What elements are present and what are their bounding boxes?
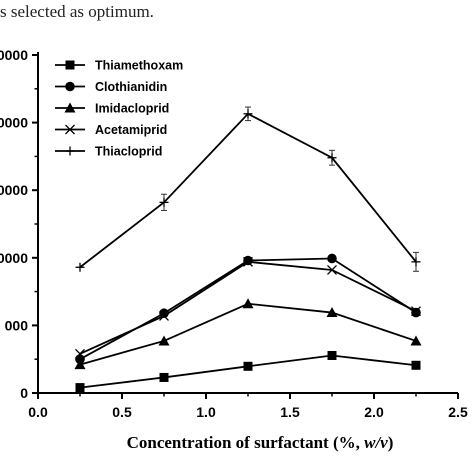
x-axis-title-part: w/v bbox=[364, 433, 388, 452]
data-point-triangle bbox=[74, 359, 86, 370]
data-point-plus bbox=[75, 262, 85, 272]
series-acetamiprid bbox=[75, 256, 421, 359]
legend-label: Clothianidin bbox=[95, 80, 167, 94]
legend-item: Acetamiprid bbox=[55, 123, 167, 137]
data-point-x bbox=[159, 310, 169, 321]
y-tick-label: 0 bbox=[20, 385, 28, 401]
data-point-x-stroke bbox=[65, 124, 75, 135]
data-point-x-stroke bbox=[75, 348, 85, 359]
y-tick-label: 0000 bbox=[0, 115, 28, 131]
legend-label: Thiacloprid bbox=[95, 145, 162, 159]
data-point-x-stroke bbox=[411, 306, 421, 317]
data-point-triangle bbox=[242, 298, 254, 309]
x-axis-title-part: ) bbox=[388, 433, 394, 452]
legend-label: Acetamiprid bbox=[95, 123, 167, 137]
legend-item: Thiamethoxam bbox=[55, 59, 183, 73]
x-axis-title-part: Concentration of surfactant (%, bbox=[127, 433, 365, 452]
data-point-x bbox=[327, 265, 337, 275]
legend-label: Thiamethoxam bbox=[95, 59, 183, 73]
series-line bbox=[79, 257, 417, 360]
x-tick-label: 1.0 bbox=[196, 404, 216, 420]
x-tick-label: 0.0 bbox=[28, 404, 48, 420]
y-tick-label: 0000 bbox=[0, 182, 28, 198]
x-tick-label: 2.5 bbox=[448, 404, 468, 420]
chart-series bbox=[74, 106, 422, 393]
x-tick-label: 0.5 bbox=[112, 404, 132, 420]
data-point-x-stroke bbox=[159, 310, 169, 321]
data-point-circle bbox=[327, 253, 337, 264]
data-point-triangle bbox=[64, 102, 76, 113]
chart-legend: Thiamethoxam Clothianidin Imidacloprid Acet… bbox=[55, 59, 183, 159]
data-point-square bbox=[327, 350, 337, 360]
y-tick-label: 000 bbox=[5, 317, 29, 333]
data-point-x bbox=[411, 306, 421, 317]
data-point-plus bbox=[327, 153, 337, 163]
data-point-x bbox=[75, 348, 85, 359]
x-tick-label: 1.5 bbox=[280, 404, 300, 420]
data-point-x-stroke bbox=[327, 265, 337, 275]
data-point-square bbox=[75, 383, 85, 393]
data-point-triangle bbox=[326, 307, 338, 318]
data-point-x-stroke bbox=[243, 256, 253, 267]
series-thiamethoxam bbox=[75, 350, 421, 393]
series-line bbox=[79, 354, 417, 389]
legend-label: Imidacloprid bbox=[95, 102, 169, 116]
data-point-square bbox=[65, 60, 75, 70]
series-clothianidin bbox=[75, 253, 421, 365]
series-line bbox=[79, 302, 417, 366]
legend-item: Thiacloprid bbox=[55, 145, 162, 159]
series-imidacloprid bbox=[74, 298, 422, 370]
legend-item: Imidacloprid bbox=[55, 102, 169, 116]
data-point-circle bbox=[159, 308, 169, 319]
data-point-square bbox=[243, 361, 253, 371]
data-point-plus bbox=[65, 146, 75, 156]
data-point-plus bbox=[159, 197, 169, 207]
x-tick-label: 2.0 bbox=[364, 404, 384, 420]
data-point-triangle bbox=[410, 335, 422, 346]
data-point-plus bbox=[243, 109, 253, 119]
data-point-x bbox=[243, 256, 253, 267]
data-point-triangle bbox=[158, 335, 170, 346]
legend-item: Clothianidin bbox=[55, 80, 167, 94]
caption-text: s selected as optimum. bbox=[0, 2, 154, 21]
y-tick-label: 0000 bbox=[0, 47, 28, 63]
data-point-x bbox=[65, 124, 75, 135]
y-tick-label: 0000 bbox=[0, 250, 28, 266]
data-point-circle bbox=[65, 81, 75, 92]
data-point-square bbox=[411, 360, 421, 370]
x-axis-title: Concentration of surfactant (%, w/v) bbox=[127, 433, 394, 452]
data-point-plus bbox=[411, 257, 421, 267]
data-point-square bbox=[159, 372, 169, 382]
series-thiacloprid bbox=[75, 106, 421, 272]
